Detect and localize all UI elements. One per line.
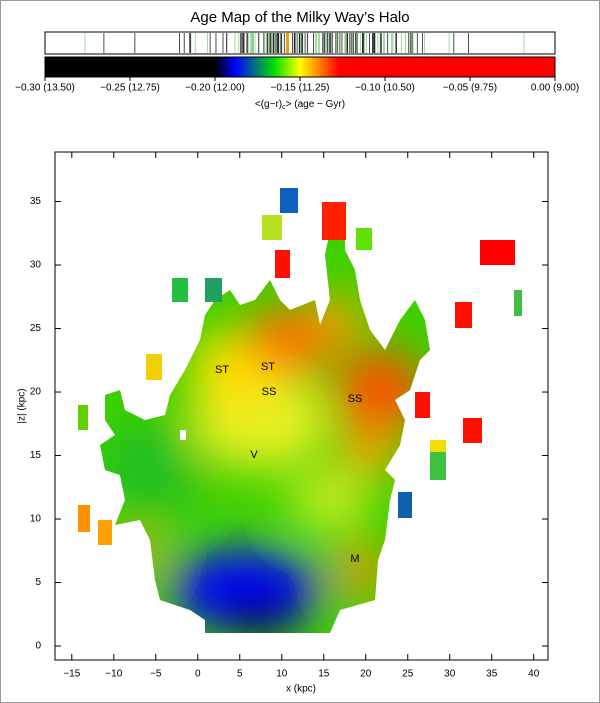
y-tick-label: 35: [30, 196, 42, 207]
histogram: [84, 33, 525, 53]
annotation: ST: [215, 364, 229, 376]
x-tick-label: 35: [486, 669, 498, 680]
x-tick-label: −10: [105, 669, 122, 680]
x-tick-label: 10: [276, 669, 288, 680]
plot-frame: [54, 151, 549, 661]
label-part: > (age − Gyr): [286, 99, 345, 110]
heatmap: [78, 188, 522, 633]
x-tick-label: −0.05 (9.75): [443, 83, 497, 94]
y-tick-label: 30: [30, 260, 42, 271]
colorbar: [44, 56, 556, 78]
annotation: SS: [262, 386, 277, 398]
y-tick-label: 10: [30, 514, 42, 525]
x-tick-label: −0.15 (11.25): [270, 83, 329, 94]
chart-title: Age Map of the Milky Way’s Halo: [190, 9, 409, 26]
y-axis-label: |z| (kpc): [17, 388, 28, 423]
x-tick-label: 0.00 (9.00): [531, 83, 579, 94]
x-tick-label: 0: [195, 669, 201, 680]
y-tick-label: 20: [30, 387, 42, 398]
y-tick-label: 15: [30, 450, 42, 461]
x-tick-label: −0.30 (13.50): [15, 83, 75, 94]
annotation: M: [350, 553, 359, 565]
histogram-peak: [286, 33, 289, 53]
y-tick-label: 0: [35, 641, 41, 652]
label-part: <(g−r): [255, 99, 282, 110]
x-axis-label: x (kpc): [286, 684, 316, 695]
x-tick-label: 30: [444, 669, 456, 680]
x-tick-label: −0.10 (10.50): [355, 83, 415, 94]
colorbar-label: <(g−r)c> (age − Gyr): [255, 99, 345, 111]
x-tick-label: 25: [402, 669, 414, 680]
annotation: ST: [261, 361, 275, 373]
x-tick-label: 5: [237, 669, 243, 680]
x-tick-label: −0.20 (12.00): [185, 83, 245, 94]
x-tick-label: −5: [150, 669, 162, 680]
x-tick-label: −15: [63, 669, 80, 680]
label-sub: c: [282, 104, 286, 111]
x-tick-label: 15: [318, 669, 330, 680]
x-tick-label: 20: [360, 669, 372, 680]
x-tick-label: 40: [528, 669, 540, 680]
y-tick-label: 25: [30, 323, 42, 334]
annotation: SS: [348, 393, 363, 405]
x-tick-label: −0.25 (12.75): [100, 83, 160, 94]
y-tick-label: 5: [35, 577, 41, 588]
annotation: V: [250, 449, 258, 461]
